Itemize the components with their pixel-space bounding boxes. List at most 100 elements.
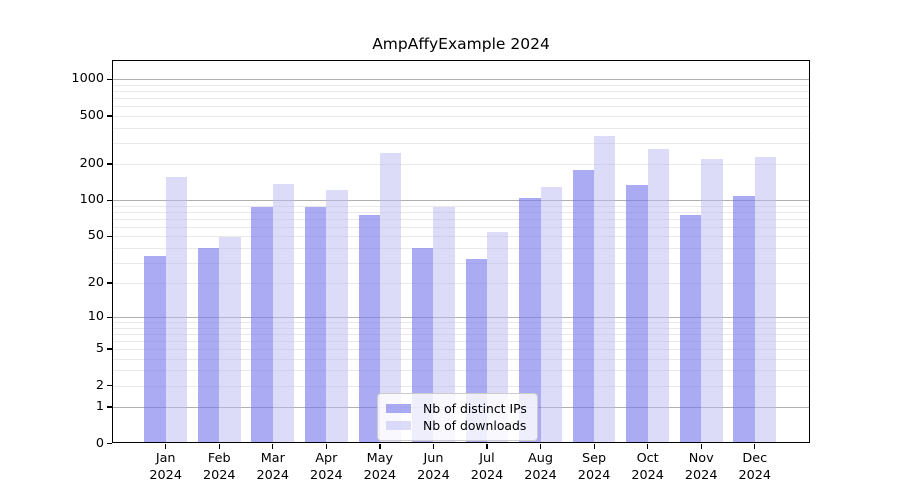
legend-label-downloads: Nb of downloads xyxy=(423,418,527,433)
x-tick-jan xyxy=(165,443,167,449)
x-tick-oct xyxy=(647,443,649,449)
gridline-minor-3 xyxy=(113,370,809,372)
bar-ips-apr xyxy=(304,207,327,442)
x-tick-may xyxy=(379,443,381,449)
bar-downloads-jul xyxy=(487,232,509,442)
x-tick-nov xyxy=(700,443,702,449)
y-tick-label-5: 5 xyxy=(95,341,104,357)
bar-ips-feb xyxy=(197,247,220,442)
x-tick-sep xyxy=(593,443,595,449)
gridline-minor-40 xyxy=(113,247,809,249)
y-tick-label-200: 200 xyxy=(79,156,104,171)
y-tick-label-20: 20 xyxy=(87,275,104,291)
y-tick-label-10: 10 xyxy=(87,309,104,325)
gridline-minor-4 xyxy=(113,358,809,360)
y-tick-10 xyxy=(106,316,112,318)
bar-downloads-aug xyxy=(540,187,562,442)
gridline-minor-300 xyxy=(113,142,809,144)
bar-downloads-mar xyxy=(272,183,295,442)
gridline-minor-20 xyxy=(113,283,809,285)
gridline-minor-600 xyxy=(113,106,809,108)
bar-downloads-sep xyxy=(594,136,616,442)
legend-swatch-downloads xyxy=(386,420,411,431)
x-tick-label-jan: Jan 2024 xyxy=(149,451,182,483)
bar-ips-jan xyxy=(144,255,166,442)
y-tick-0 xyxy=(106,442,112,445)
bar-ips-may xyxy=(358,214,380,442)
gridline-major-1000 xyxy=(113,79,809,81)
bar-downloads-oct xyxy=(647,148,670,442)
y-tick-label-500: 500 xyxy=(79,107,104,123)
gridline-minor-5 xyxy=(113,349,809,351)
gridline-minor-8 xyxy=(113,327,809,329)
y-tick-label-100: 100 xyxy=(79,192,104,208)
gridline-minor-9 xyxy=(113,322,809,324)
gridline-minor-70 xyxy=(113,218,809,220)
gridline-minor-80 xyxy=(113,211,809,213)
gridline-minor-90 xyxy=(113,205,809,207)
y-tick-label-1000: 1000 xyxy=(71,71,104,87)
y-tick-label-0: 0 xyxy=(95,435,104,451)
x-tick-label-apr: Apr 2024 xyxy=(310,451,343,483)
legend-label-distinct-ips: Nb of distinct IPs xyxy=(423,401,527,416)
gridline-minor-200 xyxy=(113,164,809,165)
bar-ips-oct xyxy=(626,185,648,442)
x-tick-label-mar: Mar 2024 xyxy=(256,451,290,483)
y-tick-100 xyxy=(106,199,112,201)
gridline-minor-7 xyxy=(113,333,809,335)
x-tick-apr xyxy=(325,443,328,449)
bar-downloads-apr xyxy=(326,189,348,442)
x-tick-feb xyxy=(218,443,220,449)
gridline-minor-800 xyxy=(113,91,809,93)
y-tick-label-1: 1 xyxy=(95,398,104,414)
y-tick-200 xyxy=(106,163,112,165)
y-tick-20 xyxy=(106,282,112,284)
y-tick-50 xyxy=(106,235,112,237)
x-tick-jul xyxy=(486,443,488,449)
x-tick-label-aug: Aug 2024 xyxy=(524,451,557,483)
bar-downloads-feb xyxy=(219,237,241,442)
y-tick-label-2: 2 xyxy=(95,377,104,393)
gridline-minor-700 xyxy=(113,98,809,100)
y-tick-2 xyxy=(106,385,112,387)
x-tick-label-feb: Feb 2024 xyxy=(202,451,236,483)
y-tick-1 xyxy=(106,406,112,408)
x-tick-jun xyxy=(432,443,435,449)
legend-entry-downloads: Nb of downloads xyxy=(386,417,527,434)
bar-ips-mar xyxy=(251,206,273,442)
x-tick-aug xyxy=(539,443,542,449)
gridline-minor-2 xyxy=(113,385,809,387)
plot-area: Nb of distinct IPs Nb of downloads xyxy=(112,60,810,443)
gridline-minor-60 xyxy=(113,226,809,228)
chart-title: AmpAffyExample 2024 xyxy=(372,35,550,53)
x-tick-label-jul: Jul 2024 xyxy=(470,451,504,483)
gridline-minor-6 xyxy=(113,340,809,342)
x-tick-mar xyxy=(272,443,274,449)
y-tick-500 xyxy=(106,115,112,117)
x-tick-dec xyxy=(754,443,756,449)
x-tick-label-dec: Dec 2024 xyxy=(738,451,772,483)
bar-downloads-jun xyxy=(433,207,455,442)
bar-downloads-may xyxy=(379,153,402,442)
bar-downloads-nov xyxy=(701,158,723,442)
gridline-minor-400 xyxy=(113,127,809,129)
gridline-minor-500 xyxy=(113,115,809,117)
x-tick-label-jun: Jun 2024 xyxy=(417,451,450,483)
bar-ips-nov xyxy=(679,214,702,442)
bar-ips-dec xyxy=(733,196,755,442)
bar-ips-sep xyxy=(572,170,595,442)
x-tick-label-may: May 2024 xyxy=(363,451,397,483)
x-tick-label-oct: Oct 2024 xyxy=(631,451,664,483)
x-tick-label-sep: Sep 2024 xyxy=(577,451,611,483)
x-tick-label-nov: Nov 2024 xyxy=(684,451,718,483)
gridline-minor-50 xyxy=(113,236,809,238)
bar-ips-aug xyxy=(519,197,541,442)
gridline-major-10 xyxy=(113,317,809,319)
legend: Nb of distinct IPs Nb of downloads xyxy=(377,393,538,441)
legend-swatch-distinct-ips xyxy=(386,403,411,414)
legend-entry-distinct-ips: Nb of distinct IPs xyxy=(386,400,527,417)
gridline-major-100 xyxy=(113,200,809,202)
y-tick-5 xyxy=(106,348,112,350)
y-tick-1000 xyxy=(106,78,112,81)
gridline-minor-30 xyxy=(113,262,809,264)
